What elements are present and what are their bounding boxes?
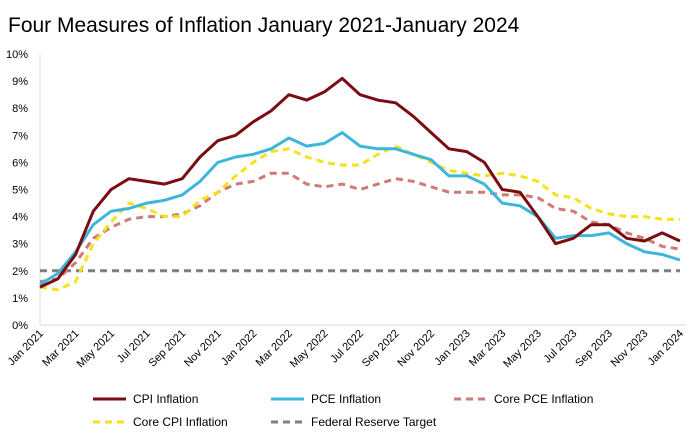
x-tick-label: Sep 2023 — [573, 328, 615, 370]
y-tick-label: 6% — [12, 157, 28, 169]
legend: CPI Inflation PCE Inflation Core PCE Infla… — [93, 392, 593, 429]
legend-label-core-cpi-inflation: Core CPI Inflation — [133, 415, 228, 429]
y-tick-label: 2% — [12, 266, 28, 278]
x-tick-label: Nov 2023 — [609, 328, 651, 370]
y-tick-label: 4% — [12, 212, 28, 224]
x-tick-label: Sep 2022 — [360, 328, 402, 370]
chart-title: Four Measures of Inflation January 2021-… — [8, 14, 520, 37]
x-tick-label: Sep 2021 — [147, 328, 189, 370]
legend-label-cpi-inflation: CPI Inflation — [133, 392, 198, 406]
y-tick-label: 9% — [12, 76, 28, 88]
series-line-pce-inflation — [39, 131, 681, 286]
y-tick-label: 5% — [12, 185, 28, 197]
series-line-cpi-inflation — [39, 76, 681, 289]
x-tick-label: Jan 2021 — [6, 328, 46, 368]
x-tick-label: May 2023 — [501, 328, 544, 371]
axes — [39, 54, 686, 326]
y-tick-label: 8% — [12, 103, 28, 115]
legend-label-pce-inflation: PCE Inflation — [311, 392, 381, 406]
x-tick-label: Nov 2021 — [182, 328, 224, 370]
x-tick-label: Nov 2022 — [395, 328, 437, 370]
y-axis-ticks: 0% 1% 2% 3% 4% 5% 6% 7% 8% 9% 10% — [6, 49, 28, 332]
legend-label-federal-reserve-target: Federal Reserve Target — [311, 415, 437, 429]
x-tick-label: Jan 2022 — [219, 328, 259, 368]
series-line-core-pce-inflation — [39, 171, 681, 284]
y-tick-label: 3% — [12, 239, 28, 251]
y-tick-label: 1% — [12, 293, 28, 305]
x-tick-label: May 2022 — [288, 328, 331, 371]
y-tick-label: 0% — [12, 320, 28, 332]
series-lines — [39, 76, 681, 292]
x-tick-label: May 2021 — [75, 328, 118, 371]
y-tick-label: 7% — [12, 130, 28, 142]
y-tick-label: 10% — [6, 49, 28, 61]
legend-label-core-pce-inflation: Core PCE Inflation — [494, 392, 593, 406]
x-tick-label: Jan 2023 — [432, 328, 472, 368]
x-tick-label: Jan 2024 — [646, 328, 686, 368]
